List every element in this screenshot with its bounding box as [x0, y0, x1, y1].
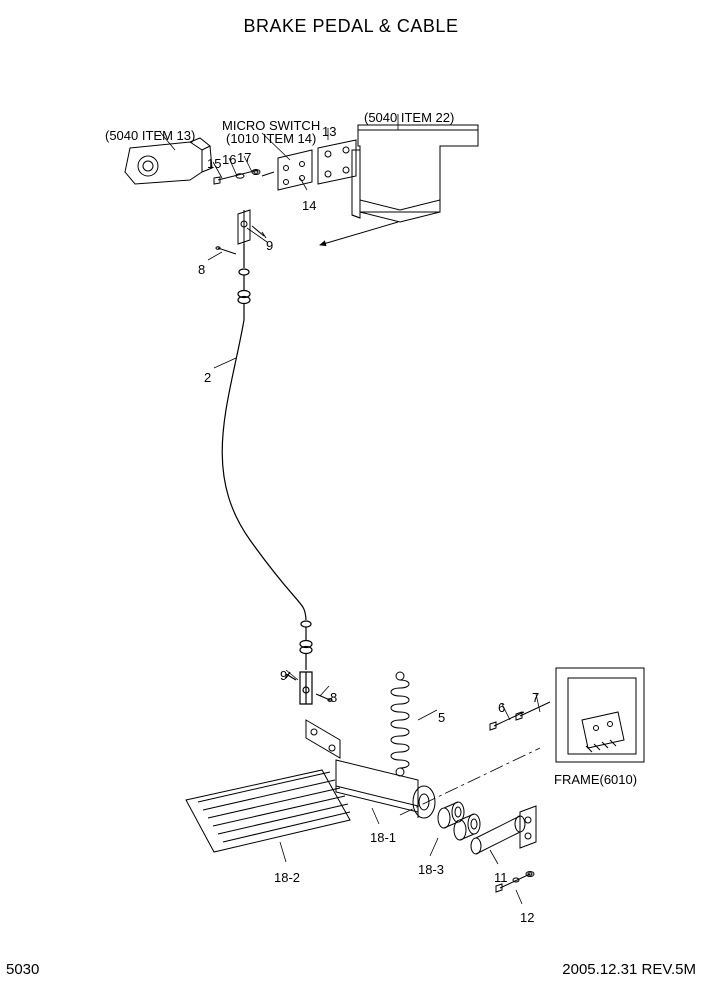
callout-frame: FRAME(6010) [554, 772, 637, 787]
lever-arm [125, 138, 212, 184]
callout-n15: 15 [207, 156, 221, 171]
shaft [471, 806, 536, 854]
callout-n8a: 8 [198, 262, 205, 277]
spring [391, 672, 409, 776]
callout-n7: 7 [532, 690, 539, 705]
centerline-pedal [400, 748, 540, 815]
micro-switch [262, 150, 312, 190]
callout-n8b: 8 [330, 690, 337, 705]
callout-n13: 13 [322, 124, 336, 139]
callout-n17: 17 [237, 150, 251, 165]
bushings [438, 802, 480, 840]
clevis-top [216, 210, 266, 254]
parts-diagram [0, 0, 702, 992]
callout-n16: 16 [222, 152, 236, 167]
bracket-assembly [318, 125, 478, 222]
callout-n18-2: 18-2 [274, 870, 300, 885]
frame-inset [556, 668, 644, 762]
assembly-arrow [320, 222, 398, 245]
callout-n14: 14 [302, 198, 316, 213]
callout-n2: 2 [204, 370, 211, 385]
callout-n18-1: 18-1 [370, 830, 396, 845]
callout-n11: 11 [494, 870, 508, 885]
callout-n5: 5 [438, 710, 445, 725]
pedal-lever [306, 720, 435, 818]
callout-ref-5040-13: (5040 ITEM 13) [105, 128, 195, 143]
floor-mat [186, 770, 350, 852]
callout-n6: 6 [498, 700, 505, 715]
callout-n18-3: 18-3 [418, 862, 444, 877]
callout-ref-micro-switch-2: (1010 ITEM 14) [226, 131, 316, 146]
callout-n9b: 9 [280, 668, 287, 683]
callout-n9a: 9 [266, 238, 273, 253]
callout-n12: 12 [520, 910, 534, 925]
cable [222, 244, 332, 704]
callout-ref-5040-22: (5040 ITEM 22) [364, 110, 454, 125]
